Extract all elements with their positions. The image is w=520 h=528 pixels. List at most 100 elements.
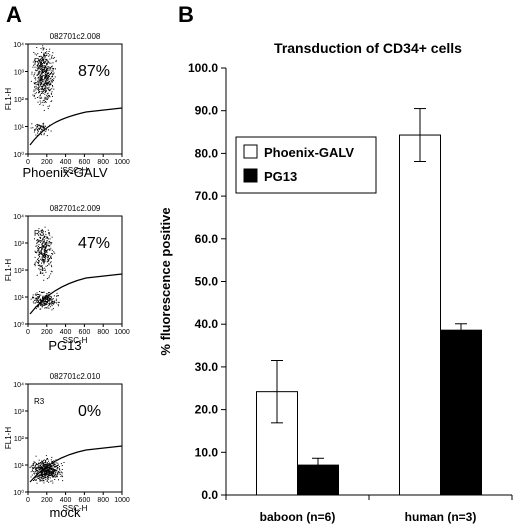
flow-event-dot <box>43 102 45 103</box>
flow-event-dot <box>47 74 49 76</box>
flow-event-dot <box>40 77 41 79</box>
flow-event-dot <box>31 71 33 73</box>
flow-event-dot <box>50 299 52 301</box>
flow-event-dot <box>40 62 42 64</box>
flow-event-dot <box>48 55 50 57</box>
flow-event-dot <box>50 464 52 466</box>
flow-event-dot <box>38 59 40 61</box>
flow-event-dot <box>43 305 45 306</box>
flow-event-dot <box>38 471 40 473</box>
flow-event-dot <box>49 466 51 468</box>
flow-event-dot <box>45 90 47 91</box>
flow-event-dot <box>39 253 41 255</box>
flow-event-dot <box>55 60 57 62</box>
flow-event-dot <box>35 468 37 470</box>
flow-event-dot <box>37 478 39 480</box>
flow-event-dot <box>45 77 47 79</box>
flow-event-dot <box>45 476 47 478</box>
flow-event-dot <box>31 474 33 476</box>
flow-event-dot <box>46 59 48 61</box>
flow-event-dot <box>40 303 41 305</box>
flow-event-dot <box>44 89 46 91</box>
flow-event-dot <box>49 292 51 294</box>
flow-event-dot <box>39 256 41 258</box>
flow-event-dot <box>50 270 52 272</box>
flow-event-dot <box>50 241 52 243</box>
flow-event-dot <box>46 84 48 86</box>
flow-event-dot <box>33 296 35 298</box>
flow-event-dot <box>33 59 35 61</box>
flow-event-dot <box>34 130 36 131</box>
flow-event-dot <box>43 127 45 129</box>
flow-event-dot <box>44 473 46 475</box>
flow-event-dot <box>46 236 48 238</box>
flow-event-dot <box>37 239 39 241</box>
flow-event-dot <box>44 84 46 86</box>
flow-event-dot <box>42 80 44 82</box>
flow-event-dot <box>51 296 52 298</box>
flow-event-dot <box>42 470 44 471</box>
flow-event-dot <box>47 297 49 299</box>
flow-event-dot <box>39 79 41 81</box>
flow-event-dot <box>43 98 45 100</box>
flow-event-dot <box>37 81 39 83</box>
flow-event-dot <box>40 236 42 238</box>
flow-event-dot <box>41 471 43 473</box>
x-axis-label: SSC-H <box>63 336 88 345</box>
y-tick-label: 10³ <box>14 241 25 248</box>
flow-event-dot <box>41 260 43 262</box>
flow-event-dot <box>51 257 52 259</box>
flow-event-dot <box>39 82 41 84</box>
flow-event-dot <box>51 468 53 470</box>
y-tick-label: 10⁴ <box>13 214 24 221</box>
flow-event-dot <box>51 79 53 80</box>
flow-event-dot <box>50 255 52 257</box>
flow-event-dot <box>39 464 41 466</box>
flow-event-dot <box>44 66 46 68</box>
flow-event-dot <box>45 471 47 473</box>
flow-event-dot <box>59 466 60 468</box>
flow-event-dot <box>56 469 58 471</box>
flow-event-dot <box>47 88 49 90</box>
flow-event-dot <box>39 468 41 470</box>
flow-event-dot <box>39 299 41 301</box>
flow-event-dot <box>40 467 41 469</box>
flow-event-dot <box>44 254 46 256</box>
flow-event-dot <box>51 80 53 82</box>
flow-event-dot <box>41 70 43 72</box>
y-axis-label: FL1-H <box>4 88 13 110</box>
flow-event-dot <box>63 462 65 463</box>
flow-event-dot <box>43 126 44 128</box>
flow-event-dot <box>45 295 47 297</box>
flow-event-dot <box>40 466 42 468</box>
flow-event-dot <box>58 468 60 470</box>
flow-event-dot <box>35 470 37 472</box>
flow-event-dot <box>43 55 45 57</box>
x-tick-label: 200 <box>41 159 53 166</box>
flow-event-dot <box>46 73 48 75</box>
flow-event-dot <box>48 245 50 247</box>
flow-event-dot <box>34 82 36 84</box>
flow-event-dot <box>41 240 43 242</box>
flow-event-dot <box>49 474 51 476</box>
flow-event-dot <box>43 465 45 467</box>
flow-event-dot <box>41 480 43 482</box>
flow-event-dot <box>45 237 47 239</box>
flow-event-dot <box>39 64 41 66</box>
flow-event-dot <box>44 476 46 478</box>
flow-event-dot <box>44 78 46 80</box>
flow-event-dot <box>53 303 55 305</box>
flow-event-dot <box>44 75 46 77</box>
flow-event-dot <box>55 465 57 467</box>
flow-event-dot <box>47 477 49 478</box>
flow-event-dot <box>37 466 39 468</box>
flow-event-dot <box>44 98 46 100</box>
flow-event-dot <box>45 479 47 481</box>
flow-event-dot <box>34 86 35 88</box>
x-category-label: human (n=3) <box>405 510 477 524</box>
flow-event-dot <box>59 470 61 472</box>
flow-event-dot <box>50 467 52 469</box>
flow-event-dot <box>38 130 39 132</box>
flow-event-dot <box>42 471 44 473</box>
flow-event-dot <box>45 298 47 300</box>
